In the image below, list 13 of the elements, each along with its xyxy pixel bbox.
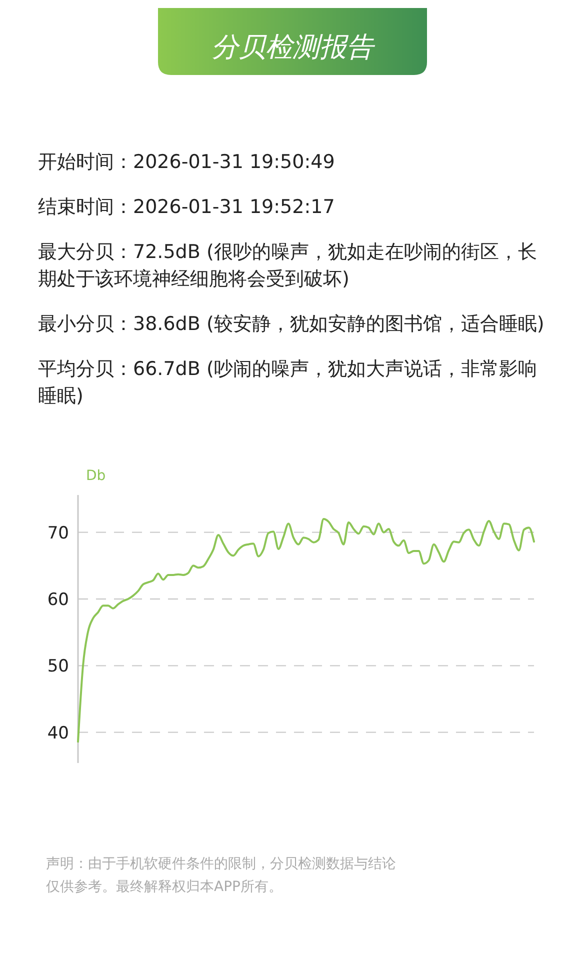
text: 最大分贝：72.5dB (很吵的噪声，犹如走在吵闹的街区，长期处于该环境神经细胞将会受到破坏) [38,241,537,290]
text: 结束时间：2026-01-31 19:52:17 [38,196,335,218]
text: 开始时间：2026-01-31 19:50:49 [38,151,335,173]
y-tick-label: 60 [47,590,69,610]
y-axis-title: Db [86,468,106,484]
chart-title: 分贝检测报告 [212,32,376,63]
y-tick-label: 40 [47,723,69,744]
text: 声明：由于手机软硬件条件的限制，分贝检测数据与结论仅供参考。最终解释权归本APP所有。 [46,856,396,895]
y-tick-label: 70 [47,523,69,544]
text: 平均分贝：66.7dB (吵闹的噪声，犹如大声说话，非常影响睡眠) [38,358,537,407]
line-series [77,518,535,743]
text: 最小分贝：38.6dB (较安静，犹如安静的图书馆，适合睡眠) [38,313,544,335]
y-tick-label: 50 [47,656,69,677]
